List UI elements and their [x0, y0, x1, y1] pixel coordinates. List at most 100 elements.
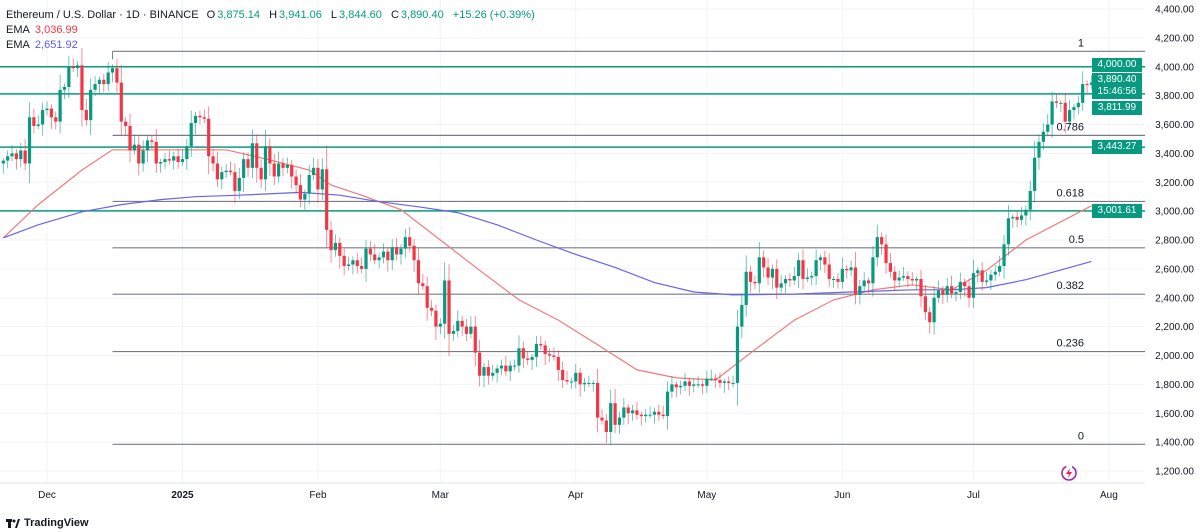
- candle-body: [1006, 218, 1010, 245]
- candle-body: [604, 420, 608, 433]
- candle-body: [884, 244, 888, 264]
- candle: [1002, 234, 1006, 279]
- candle: [980, 261, 984, 291]
- candle: [159, 158, 163, 173]
- candle: [311, 157, 316, 181]
- candle-body: [180, 159, 185, 163]
- candle-body: [958, 281, 962, 292]
- x-tick-label: Feb: [309, 490, 327, 501]
- price-axis[interactable]: 4,400.00 4,200.00 4,000.00 3,800.00 3,600.00…: [1155, 5, 1194, 478]
- candle-body: [556, 356, 560, 370]
- candle: [976, 266, 980, 283]
- candle-body: [58, 89, 62, 122]
- candle: [464, 318, 469, 342]
- fib-level-label: 0.382: [1056, 280, 1084, 292]
- candle: [316, 158, 320, 203]
- candle-body: [757, 257, 761, 284]
- candle: [915, 276, 919, 291]
- candle: [443, 262, 447, 339]
- candle: [932, 286, 936, 335]
- candle: [193, 111, 198, 135]
- candle-body: [32, 117, 36, 126]
- candle: [207, 106, 211, 175]
- candle-body: [316, 167, 320, 190]
- candle-body: [198, 115, 202, 118]
- candle: [714, 374, 718, 388]
- candle: [1085, 80, 1089, 94]
- y-tick-label: 1,600.00: [1155, 409, 1194, 420]
- candle-body: [71, 66, 75, 69]
- candle: [27, 102, 32, 184]
- candle: [491, 364, 495, 381]
- candle: [823, 250, 827, 274]
- candle-body: [1089, 82, 1094, 85]
- candle-body: [115, 68, 119, 83]
- candle: [797, 252, 801, 289]
- y-tick-label: 2,200.00: [1155, 322, 1194, 333]
- candle: [355, 253, 359, 274]
- candle: [508, 360, 512, 381]
- candle: [718, 372, 722, 389]
- time-axis[interactable]: Dec 2025 Feb Mar Apr May Jun Jul Aug: [38, 490, 1118, 501]
- candle-body: [447, 280, 451, 334]
- candle: [1033, 141, 1037, 203]
- candle: [233, 163, 237, 204]
- candle: [220, 166, 224, 190]
- y-tick-label: 2,600.00: [1155, 264, 1194, 275]
- candle-body: [220, 172, 224, 180]
- candle: [766, 258, 770, 285]
- candle: [137, 135, 141, 176]
- fibonacci-retracement[interactable]: 1 0.786 0.618 0.5 0.382 0.236 0: [112, 37, 1145, 445]
- candle: [696, 376, 700, 388]
- candle-body: [600, 417, 604, 421]
- candle-body: [346, 264, 351, 266]
- y-tick-label: 1,800.00: [1155, 380, 1194, 391]
- level-label-3443: 3,443.27: [1092, 140, 1142, 154]
- candle: [399, 244, 403, 265]
- candle: [727, 376, 731, 391]
- candle: [622, 398, 626, 425]
- candle-body: [508, 365, 512, 372]
- candle: [661, 405, 665, 420]
- symbol-title[interactable]: Ethereum / U.S. Dollar · 1D · BINANCE: [6, 9, 199, 21]
- grid: [0, 0, 1145, 484]
- candle-body: [478, 352, 482, 376]
- candle-body: [1037, 141, 1041, 158]
- candle: [670, 375, 674, 399]
- y-tick-label: 3,400.00: [1155, 149, 1194, 160]
- ema-line-2: [3, 191, 1092, 296]
- candle-body: [639, 414, 643, 417]
- candle: [259, 159, 263, 189]
- candle: [58, 74, 62, 134]
- candle-body: [805, 277, 809, 279]
- candle-body: [949, 286, 954, 294]
- candle: [792, 266, 796, 285]
- brand-name[interactable]: TradingView: [24, 517, 89, 529]
- candle: [89, 78, 93, 136]
- candle-body: [670, 384, 674, 392]
- candle: [1, 157, 5, 174]
- candle-body: [307, 175, 311, 194]
- candle: [1046, 113, 1050, 137]
- candle: [1076, 96, 1080, 115]
- candle-body: [211, 156, 215, 164]
- candle: [770, 264, 775, 290]
- candle-body: [762, 257, 766, 268]
- candles: [1, 48, 1094, 445]
- candle: [237, 167, 241, 199]
- candle-body: [333, 242, 338, 251]
- ema2-row[interactable]: EMA 2,651.92: [6, 38, 541, 53]
- candle-body: [530, 356, 534, 360]
- candle-body: [993, 271, 997, 275]
- candle-body: [381, 251, 386, 258]
- price-chart[interactable]: 1 0.786 0.618 0.5 0.382 0.236 0 4,400.00 4,200.…: [0, 0, 1200, 510]
- ema1-row[interactable]: EMA 3,036.99: [6, 23, 541, 38]
- replay-icon[interactable]: [1060, 464, 1078, 482]
- candle-body: [390, 247, 394, 261]
- candle: [325, 145, 329, 248]
- candle: [788, 273, 792, 287]
- candle: [434, 304, 438, 340]
- candle-body: [906, 276, 910, 279]
- candle: [757, 242, 761, 293]
